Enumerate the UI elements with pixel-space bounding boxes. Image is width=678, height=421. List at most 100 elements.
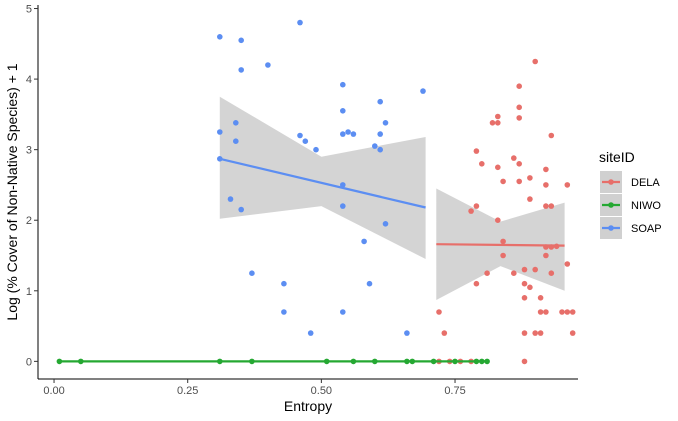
legend-label-niwo: NIWO — [631, 200, 661, 212]
data-point-dela — [543, 166, 549, 173]
data-point-soap — [265, 62, 271, 68]
data-point-soap — [372, 143, 378, 149]
data-point-dela — [521, 358, 528, 365]
data-point-dela — [436, 309, 442, 315]
x-tick-label: 0.25 — [177, 385, 198, 397]
data-point-niwo — [484, 358, 490, 365]
confidence-bands — [219, 96, 565, 300]
data-point-soap — [238, 37, 244, 44]
data-point-dela — [537, 295, 544, 301]
y-axis-ticks: 0 1 2 3 4 5 — [26, 4, 38, 368]
data-point-dela — [484, 270, 490, 277]
data-point-dela — [564, 261, 571, 267]
data-point-dela — [495, 120, 501, 126]
data-point-soap — [366, 280, 373, 287]
data-point-dela — [511, 270, 517, 277]
data-point-dela — [564, 309, 571, 315]
data-point-dela — [537, 309, 544, 315]
legend-label-soap: SOAP — [631, 223, 662, 235]
x-tick-label: 0.75 — [444, 385, 465, 397]
data-point-soap — [350, 131, 357, 137]
trend-line-soap — [219, 157, 426, 209]
data-point-soap — [377, 146, 384, 153]
data-point-soap — [302, 138, 309, 144]
data-point-dela — [521, 280, 528, 287]
data-point-dela — [479, 161, 485, 167]
trend-lines — [59, 157, 565, 363]
data-point-soap — [404, 330, 410, 336]
data-point-soap — [313, 146, 319, 153]
y-tick-label: 1 — [26, 286, 32, 298]
data-point-soap — [238, 67, 244, 73]
data-point-dela — [516, 161, 522, 167]
data-point-dela — [500, 252, 506, 259]
data-point-dela — [532, 330, 538, 336]
data-point-soap — [340, 81, 346, 88]
data-point-soap — [217, 129, 223, 135]
data-point-dela — [516, 178, 522, 185]
data-point-soap — [297, 19, 303, 26]
y-tick-label: 4 — [26, 74, 32, 86]
data-point-soap — [238, 206, 244, 213]
legend-point-niwo — [608, 202, 614, 208]
data-point-soap — [249, 270, 255, 277]
y-tick-label: 5 — [26, 4, 32, 16]
data-point-soap — [340, 203, 346, 209]
data-point-dela — [473, 203, 480, 209]
data-point-dela — [468, 208, 474, 214]
legend-point-dela — [608, 179, 614, 185]
data-point-dela — [521, 266, 528, 273]
y-axis-title: Log (% Cover of Non-Native Species) + 1 — [4, 63, 20, 320]
data-point-soap — [377, 131, 384, 137]
data-point-dela — [495, 113, 501, 120]
data-point-soap — [345, 129, 351, 135]
data-point-dela — [543, 252, 549, 259]
data-point-dela — [473, 280, 480, 287]
data-point-soap — [382, 221, 389, 227]
data-point-soap — [281, 280, 287, 287]
data-point-soap — [281, 309, 287, 315]
data-point-soap — [382, 120, 389, 126]
data-point-soap — [340, 182, 346, 188]
data-point-dela — [543, 182, 549, 188]
x-axis-title: Entropy — [284, 398, 332, 414]
data-point-soap — [340, 309, 346, 315]
data-point-soap — [233, 138, 239, 144]
data-point-dela — [569, 309, 576, 315]
data-point-soap — [340, 108, 346, 114]
legend-title: siteID — [599, 149, 635, 165]
data-point-soap — [377, 98, 384, 105]
data-point-soap — [361, 238, 367, 245]
data-point-soap — [227, 196, 234, 202]
data-point-dela — [489, 120, 496, 126]
x-axis-ticks: 0.00 0.25 0.50 0.75 — [43, 379, 466, 397]
data-point-dela — [521, 330, 528, 336]
data-point-dela — [548, 203, 555, 209]
legend-point-soap — [608, 225, 614, 231]
data-point-dela — [532, 58, 538, 65]
data-point-dela — [500, 238, 506, 245]
data-point-dela — [527, 284, 533, 291]
data-point-soap — [340, 131, 346, 137]
data-point-dela — [548, 132, 555, 139]
data-point-dela — [564, 182, 571, 188]
legend-label-dela: DELA — [631, 177, 660, 189]
data-point-dela — [500, 178, 506, 185]
data-point-soap — [297, 132, 303, 139]
data-point-dela — [495, 164, 501, 171]
data-point-dela — [441, 330, 448, 336]
data-point-dela — [511, 155, 517, 161]
data-point-dela — [527, 196, 533, 202]
y-tick-label: 0 — [26, 356, 32, 368]
x-tick-label: 0.50 — [311, 385, 332, 397]
data-point-dela — [532, 266, 538, 273]
data-point-dela — [527, 175, 533, 181]
data-points — [56, 19, 576, 365]
data-point-dela — [543, 203, 549, 209]
data-point-soap — [307, 330, 314, 336]
data-point-dela — [521, 295, 528, 301]
data-point-soap — [233, 120, 239, 126]
confidence-band-soap — [219, 96, 426, 259]
y-tick-label: 3 — [26, 145, 32, 157]
